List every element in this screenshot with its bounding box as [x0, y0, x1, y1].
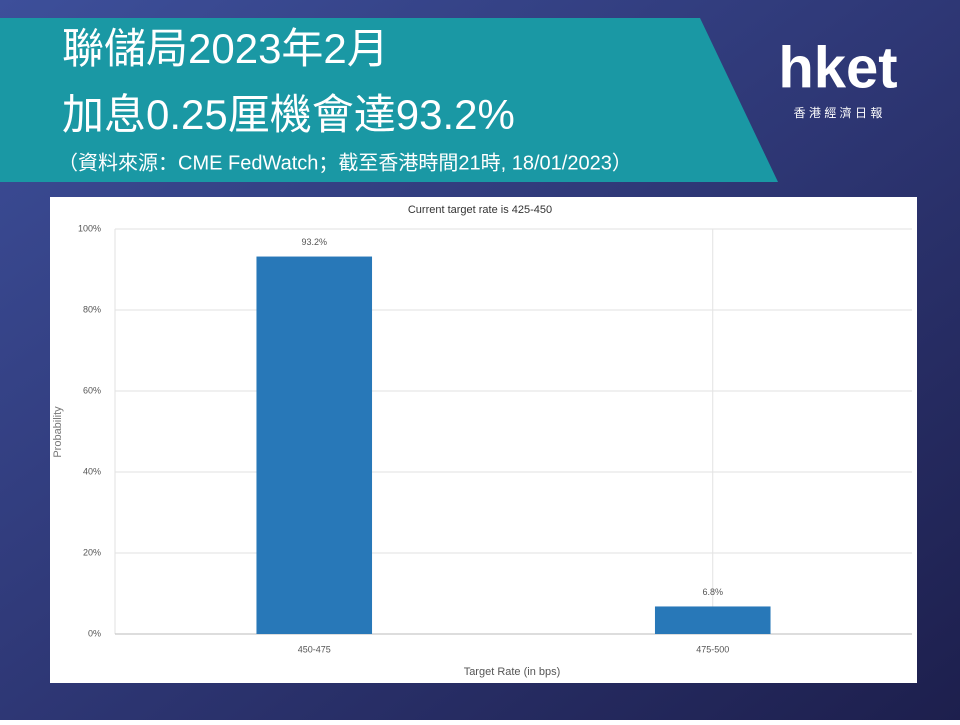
x-axis-label: Target Rate (in bps) — [464, 666, 561, 678]
y-tick-label: 0% — [88, 628, 101, 638]
value-label: 93.2% — [301, 237, 327, 247]
x-tick-label: 475-500 — [696, 644, 729, 654]
source-note: （資料來源：CME FedWatch；截至香港時間21時, 18/01/2023… — [58, 151, 632, 174]
logo-brand: hket — [778, 35, 897, 100]
y-tick-label: 40% — [83, 466, 101, 476]
y-tick-label: 60% — [83, 385, 101, 395]
x-tick-label: 450-475 — [298, 644, 331, 654]
y-tick-label: 80% — [83, 304, 101, 314]
title-line: 加息0.25厘機會達93.2% — [62, 91, 515, 138]
value-label: 6.8% — [702, 587, 723, 597]
chart-panel — [50, 197, 917, 683]
y-axis-label: Probability — [52, 406, 64, 458]
title-line: 聯儲局2023年2月 — [62, 25, 389, 72]
plot-area: 0% 20% 40% 60% 80% 100% 450-475 93.2% 475-500 6.8… — [78, 223, 912, 654]
bar — [654, 606, 771, 634]
y-tick-label: 100% — [78, 223, 101, 233]
y-tick-label: 20% — [83, 547, 101, 557]
chart-title: Current target rate is 425-450 — [408, 204, 552, 216]
bar — [256, 256, 373, 634]
logo-tagline: 香 港 經 濟 日 報 — [794, 105, 883, 120]
title-banner — [0, 18, 778, 182]
